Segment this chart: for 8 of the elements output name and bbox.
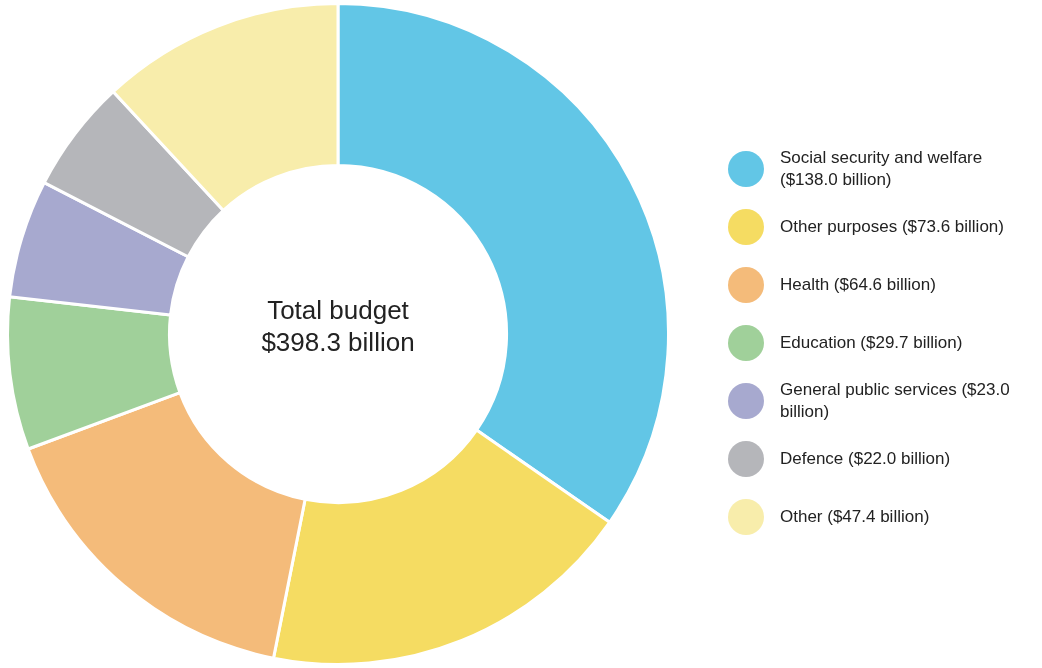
legend-label: Other purposes ($73.6 billion)	[780, 216, 1005, 238]
text: Total budget $398.3 billion	[260, 294, 416, 358]
legend-label: Defence ($22.0 billion)	[780, 448, 952, 470]
legend-label: Education ($29.7 billion)	[780, 332, 964, 354]
legend-label: Other ($47.4 billion)	[780, 506, 931, 528]
legend-label: General public services ($23.0 billion)	[780, 379, 1011, 423]
legend-label: Health ($64.6 billion)	[780, 274, 937, 296]
legend-label: Social security and welfare ($138.0 billion)	[780, 147, 984, 191]
